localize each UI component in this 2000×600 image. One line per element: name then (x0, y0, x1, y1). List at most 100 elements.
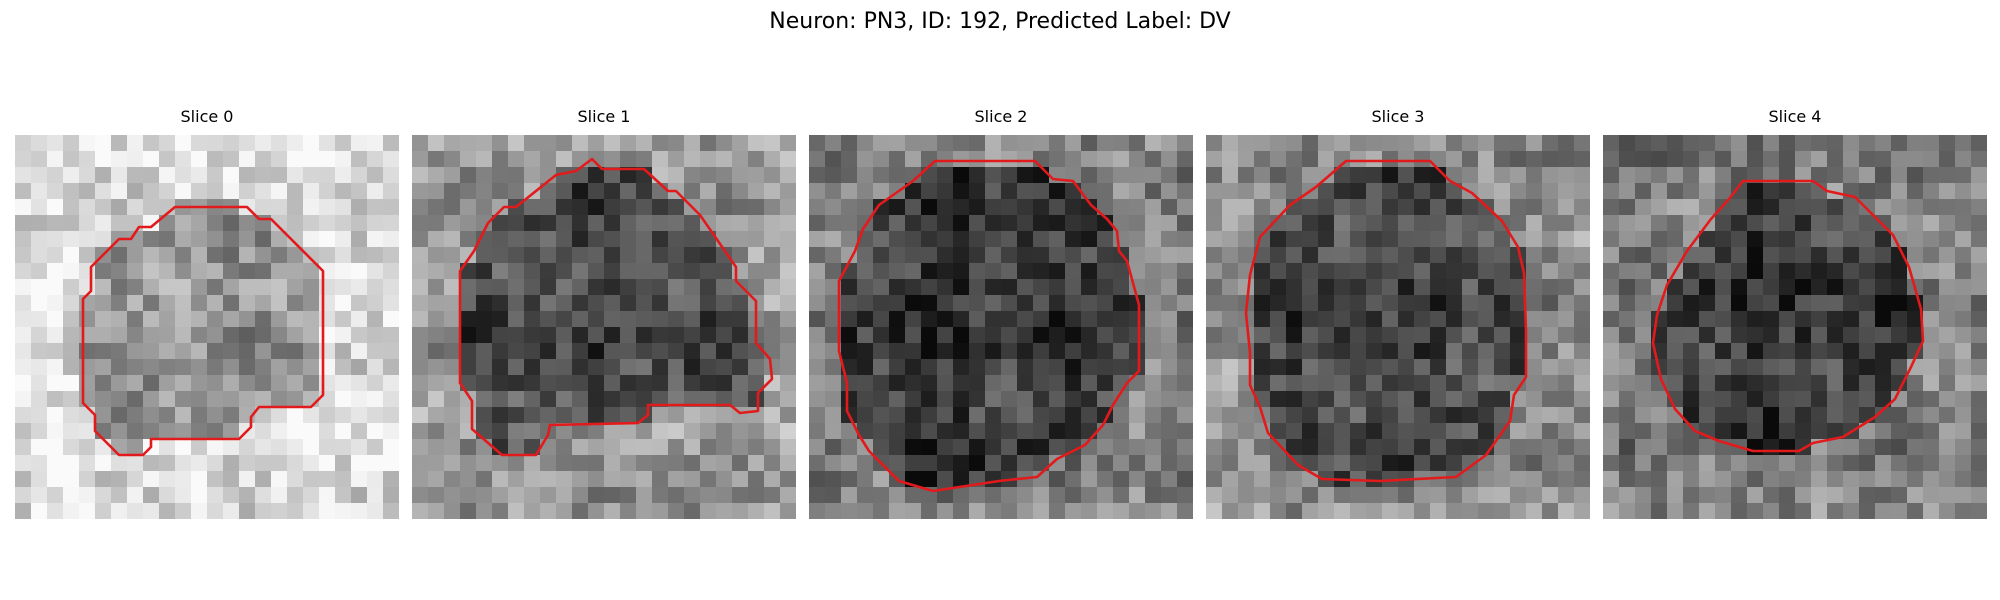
image-pixel (921, 135, 938, 152)
image-pixel (63, 471, 80, 488)
image-pixel (367, 167, 384, 184)
image-pixel (588, 471, 605, 488)
image-pixel (889, 311, 906, 328)
image-pixel (668, 295, 685, 312)
image-pixel (668, 279, 685, 296)
image-pixel (1923, 407, 1940, 424)
image-pixel (985, 455, 1002, 472)
image-pixel (809, 295, 826, 312)
image-pixel (143, 231, 160, 248)
image-pixel (1667, 151, 1684, 168)
image-pixel (1574, 439, 1590, 456)
image-pixel (1350, 247, 1367, 264)
image-pixel (1955, 423, 1972, 440)
image-pixel (953, 359, 970, 376)
image-pixel (748, 135, 765, 152)
image-pixel (383, 471, 399, 488)
image-pixel (1033, 215, 1050, 232)
image-pixel (1907, 391, 1924, 408)
image-pixel (1939, 311, 1956, 328)
image-pixel (1145, 279, 1162, 296)
image-pixel (684, 375, 701, 392)
image-pixel (31, 359, 48, 376)
image-pixel (841, 311, 858, 328)
image-pixel (508, 375, 525, 392)
image-pixel (1161, 423, 1178, 440)
image-pixel (1286, 247, 1303, 264)
image-pixel (1414, 359, 1431, 376)
image-pixel (1731, 231, 1748, 248)
image-pixel (1971, 471, 1987, 488)
image-pixel (1065, 263, 1082, 280)
image-pixel (1318, 391, 1335, 408)
image-pixel (1430, 167, 1447, 184)
image-pixel (809, 215, 826, 232)
image-pixel (31, 375, 48, 392)
image-pixel (460, 231, 477, 248)
image-pixel (1129, 423, 1146, 440)
image-pixel (351, 135, 368, 152)
image-pixel (1619, 247, 1636, 264)
image-pixel (1827, 215, 1844, 232)
image-pixel (508, 503, 525, 519)
image-pixel (921, 327, 938, 344)
image-pixel (1206, 503, 1223, 519)
image-pixel (1558, 343, 1575, 360)
image-pixel (1318, 455, 1335, 472)
image-pixel (1414, 295, 1431, 312)
image-pixel (1129, 487, 1146, 504)
image-pixel (700, 295, 717, 312)
image-pixel (1206, 151, 1223, 168)
image-pixel (1161, 503, 1178, 519)
image-pixel (841, 247, 858, 264)
image-pixel (652, 455, 669, 472)
image-pixel (1398, 375, 1415, 392)
image-pixel (969, 247, 986, 264)
image-pixel (1065, 407, 1082, 424)
image-pixel (969, 135, 986, 152)
image-pixel (1667, 471, 1684, 488)
image-pixel (79, 439, 96, 456)
image-pixel (1238, 407, 1255, 424)
image-pixel (1398, 295, 1415, 312)
image-pixel (1651, 279, 1668, 296)
image-pixel (1955, 279, 1972, 296)
image-pixel (1065, 343, 1082, 360)
image-pixel (985, 407, 1002, 424)
image-pixel (1619, 215, 1636, 232)
image-pixel (367, 279, 384, 296)
image-pixel (319, 311, 336, 328)
image-pixel (255, 135, 272, 152)
image-pixel (1907, 407, 1924, 424)
image-pixel (412, 327, 429, 344)
image-pixel (492, 503, 509, 519)
image-pixel (780, 407, 796, 424)
image-pixel (700, 359, 717, 376)
image-pixel (95, 487, 112, 504)
image-pixel (1683, 183, 1700, 200)
image-pixel (79, 295, 96, 312)
image-pixel (1462, 247, 1479, 264)
image-pixel (921, 359, 938, 376)
image-pixel (1206, 183, 1223, 200)
image-pixel (508, 183, 525, 200)
image-pixel (127, 471, 144, 488)
image-pixel (905, 135, 922, 152)
image-pixel (1875, 375, 1892, 392)
image-pixel (367, 135, 384, 152)
image-pixel (1715, 343, 1732, 360)
image-pixel (905, 183, 922, 200)
image-pixel (444, 423, 461, 440)
image-pixel (1683, 487, 1700, 504)
image-pixel (620, 359, 637, 376)
image-pixel (1907, 135, 1924, 152)
image-pixel (1955, 375, 1972, 392)
image-pixel (1731, 135, 1748, 152)
image-pixel (319, 503, 336, 519)
image-pixel (841, 375, 858, 392)
image-pixel (1494, 471, 1511, 488)
image-pixel (1129, 343, 1146, 360)
image-pixel (444, 487, 461, 504)
image-pixel (1731, 279, 1748, 296)
image-pixel (1667, 167, 1684, 184)
